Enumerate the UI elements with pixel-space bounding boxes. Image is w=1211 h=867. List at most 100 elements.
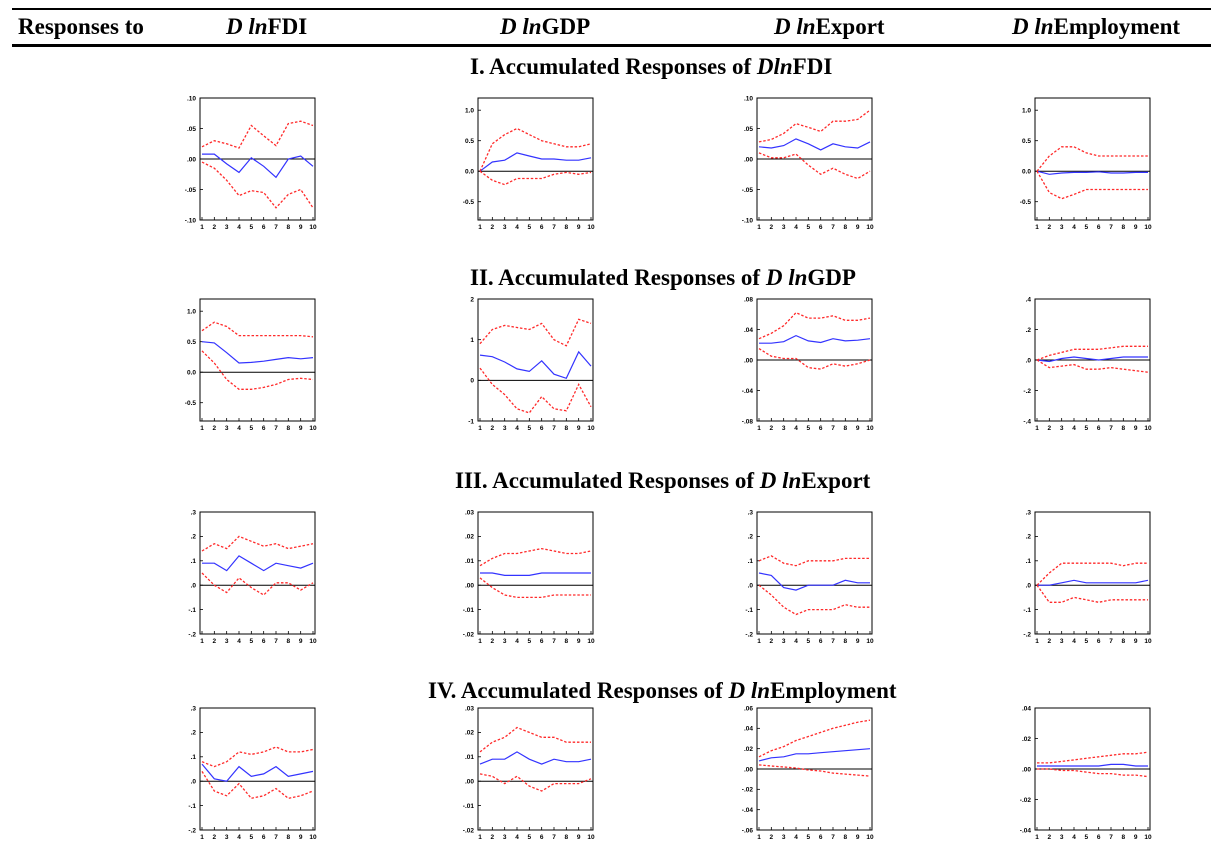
x-tick-label: 6 [540, 224, 544, 231]
irf-panel-r2-c4: .4 .2 .0 -.2 -.4 1 2 3 4 5 6 7 8 9 10 [1023, 296, 1152, 432]
x-tick-label: 3 [1060, 425, 1064, 432]
x-tick-label: 9 [1134, 425, 1138, 432]
y-tick-label: -.4 [1023, 418, 1031, 425]
y-tick-label: 1.0 [465, 108, 474, 115]
x-tick-label: 10 [587, 224, 595, 231]
x-tick-label: 4 [1072, 425, 1076, 432]
y-tick-label: .00 [1022, 766, 1031, 773]
y-tick-label: .00 [744, 766, 753, 773]
plot-frame [1034, 97, 1151, 221]
x-tick-label: 8 [844, 425, 848, 432]
lower-band-line [479, 773, 592, 792]
x-tick-label: 2 [1048, 834, 1052, 841]
x-tick-label: 5 [1085, 834, 1089, 841]
x-tick-label: 8 [287, 638, 291, 645]
y-tick-label: -.04 [1020, 827, 1032, 834]
x-tick-label: 10 [587, 834, 595, 841]
section-title-gdp: II. Accumulated Responses of D lnGDP [470, 265, 856, 290]
x-tick-label: 5 [250, 224, 254, 231]
response-line [1037, 763, 1148, 767]
y-tick-label: -.2 [188, 827, 196, 834]
y-tick-label: .02 [465, 534, 474, 541]
x-tick-label: 9 [577, 425, 581, 432]
x-tick-label: 10 [587, 425, 595, 432]
x-tick-label: 5 [807, 425, 811, 432]
y-tick-label: -.08 [742, 418, 754, 425]
y-tick-label: 0.5 [465, 138, 474, 145]
y-tick-label: .00 [744, 156, 753, 163]
x-tick-label: 7 [831, 834, 835, 841]
x-tick-label: 7 [274, 834, 278, 841]
x-tick-label: 1 [200, 224, 204, 231]
x-tick-label: 1 [478, 224, 482, 231]
y-tick-label: .0 [1026, 357, 1032, 364]
x-tick-label: 6 [262, 638, 266, 645]
y-tick-label: -.2 [745, 631, 753, 638]
x-tick-label: 9 [1134, 638, 1138, 645]
x-tick-label: 6 [1097, 834, 1101, 841]
x-tick-label: 8 [287, 224, 291, 231]
x-tick-label: 3 [225, 638, 229, 645]
x-tick-label: 9 [577, 834, 581, 841]
x-tick-label: 5 [1085, 425, 1089, 432]
y-tick-label: .02 [1022, 736, 1031, 743]
x-tick-label: 6 [819, 224, 823, 231]
y-tick-label: 2 [470, 296, 474, 303]
x-tick-label: 6 [819, 834, 823, 841]
y-tick-label: .2 [191, 730, 197, 737]
x-tick-label: 6 [1097, 638, 1101, 645]
y-tick-label: .00 [465, 583, 474, 590]
x-tick-label: 2 [491, 834, 495, 841]
x-tick-label: 7 [1109, 425, 1113, 432]
x-tick-label: 8 [565, 224, 569, 231]
upper-band-line [758, 311, 871, 340]
y-tick-label: .1 [191, 754, 197, 761]
irf-panel-r1-c2: 1.0 0.5 0.0 -0.5 1 2 3 4 5 6 7 8 9 10 [463, 97, 595, 231]
y-tick-label: .08 [744, 296, 753, 303]
header-bottom-rule [12, 44, 1211, 47]
y-tick-label: .2 [1026, 534, 1032, 541]
x-tick-label: 3 [782, 224, 786, 231]
lower-band-line [1036, 170, 1148, 200]
y-tick-label: -.06 [742, 827, 754, 834]
x-tick-label: 8 [565, 638, 569, 645]
irf-panel-r1-c3: .10 .05 .00 -.05 -.101 2 3 4 5 6 7 8 9 10 [742, 95, 874, 231]
upper-band-line [758, 555, 870, 567]
x-tick-label: 5 [807, 834, 811, 841]
x-tick-label: 3 [503, 425, 507, 432]
x-tick-label: 8 [287, 425, 291, 432]
x-tick-label: 3 [1060, 224, 1064, 231]
x-tick-label: 5 [1085, 638, 1089, 645]
y-tick-label: .01 [465, 558, 474, 565]
x-tick-label: 2 [1048, 425, 1052, 432]
y-tick-label: -.1 [745, 607, 753, 614]
x-tick-label: 3 [782, 425, 786, 432]
y-tick-label: -.10 [185, 217, 197, 224]
lower-band-line [201, 350, 314, 390]
x-tick-label: 4 [794, 638, 798, 645]
x-tick-label: 7 [552, 638, 556, 645]
x-tick-label: 3 [225, 224, 229, 231]
plot-frame [199, 298, 316, 422]
y-tick-label: 0.0 [465, 169, 474, 176]
x-tick-label: 7 [552, 425, 556, 432]
irf-panel-r1-c4: 1.0 0.5 0.0 -0.5 1 2 3 4 5 6 7 8 9 10 [1020, 97, 1152, 231]
response-line [758, 138, 871, 151]
x-tick-label: 10 [1144, 224, 1152, 231]
upper-band-line [201, 321, 314, 338]
x-tick-label: 5 [528, 638, 532, 645]
x-tick-label: 6 [540, 638, 544, 645]
x-tick-label: 8 [287, 834, 291, 841]
y-tick-label: 0.5 [187, 339, 196, 346]
section-title-employment: IV. Accumulated Responses of D lnEmploym… [428, 678, 897, 703]
x-tick-label: 5 [528, 224, 532, 231]
x-tick-label: 4 [515, 224, 519, 231]
y-tick-label: 0 [470, 378, 474, 385]
x-tick-label: 8 [844, 638, 848, 645]
x-tick-label: 10 [866, 638, 874, 645]
x-tick-label: 1 [757, 425, 761, 432]
x-tick-label: 1 [200, 834, 204, 841]
response-line [1036, 170, 1148, 175]
response-line [479, 350, 592, 380]
section-title-export: III. Accumulated Responses of D lnExport [455, 468, 871, 493]
